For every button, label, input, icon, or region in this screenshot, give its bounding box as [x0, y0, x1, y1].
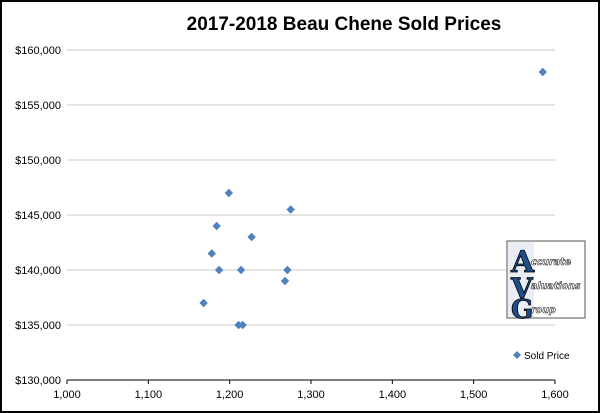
x-tick-label: 1,200: [216, 389, 244, 401]
data-point: [280, 276, 290, 286]
data-point: [199, 298, 208, 308]
x-tick-label: 1,300: [297, 389, 325, 401]
y-tick-label: $130,000: [15, 375, 61, 387]
x-tick-label: 1,500: [460, 389, 488, 401]
data-point: [538, 67, 547, 77]
legend-label: Sold Price: [524, 351, 570, 362]
x-tick-label: 1,600: [541, 389, 569, 401]
y-tick-label: $150,000: [15, 155, 61, 167]
logo-word-1: ccurate: [531, 257, 572, 268]
logo-word-3: roup: [531, 305, 556, 316]
data-point: [283, 265, 292, 275]
data-points: [199, 67, 547, 330]
data-point: [224, 188, 234, 198]
y-tick-label: $135,000: [15, 320, 61, 332]
legend-marker: [513, 351, 521, 359]
y-tick-label: $155,000: [15, 100, 61, 112]
y-axis-tick-labels: $130,000 $135,000 $140,000 $145,000 $150,000…: [15, 45, 61, 387]
y-tick-label: $160,000: [15, 45, 61, 57]
data-point: [286, 205, 295, 214]
logo-letter-v: V: [510, 272, 534, 305]
y-tick-label: $145,000: [15, 210, 61, 222]
x-tick-label: 1,400: [379, 389, 407, 401]
x-tick-label: 1,000: [53, 389, 81, 401]
legend: Sold Price: [513, 351, 570, 362]
x-axis-tick-marks: [66, 380, 556, 384]
x-tick-label: 1,100: [135, 389, 163, 401]
chart-title: 2017-2018 Beau Chene Sold Prices: [187, 14, 502, 35]
data-point: [212, 221, 221, 231]
logo-letter-a: A: [510, 245, 535, 280]
logo-letter-g: G: [511, 295, 533, 325]
data-point: [214, 265, 224, 275]
x-axis-tick-labels: 1,000 1,100 1,200 1,300 1,400 1,500 1,600: [53, 389, 569, 401]
logo-word-2: aluations: [531, 281, 581, 292]
avg-logo: A V G ccurate aluations roup: [506, 240, 586, 325]
data-point: [207, 249, 216, 258]
y-tick-label: $140,000: [15, 265, 61, 277]
data-point: [236, 265, 246, 275]
gridlines: [67, 49, 555, 326]
data-point: [247, 232, 256, 242]
data-point: [238, 320, 247, 330]
